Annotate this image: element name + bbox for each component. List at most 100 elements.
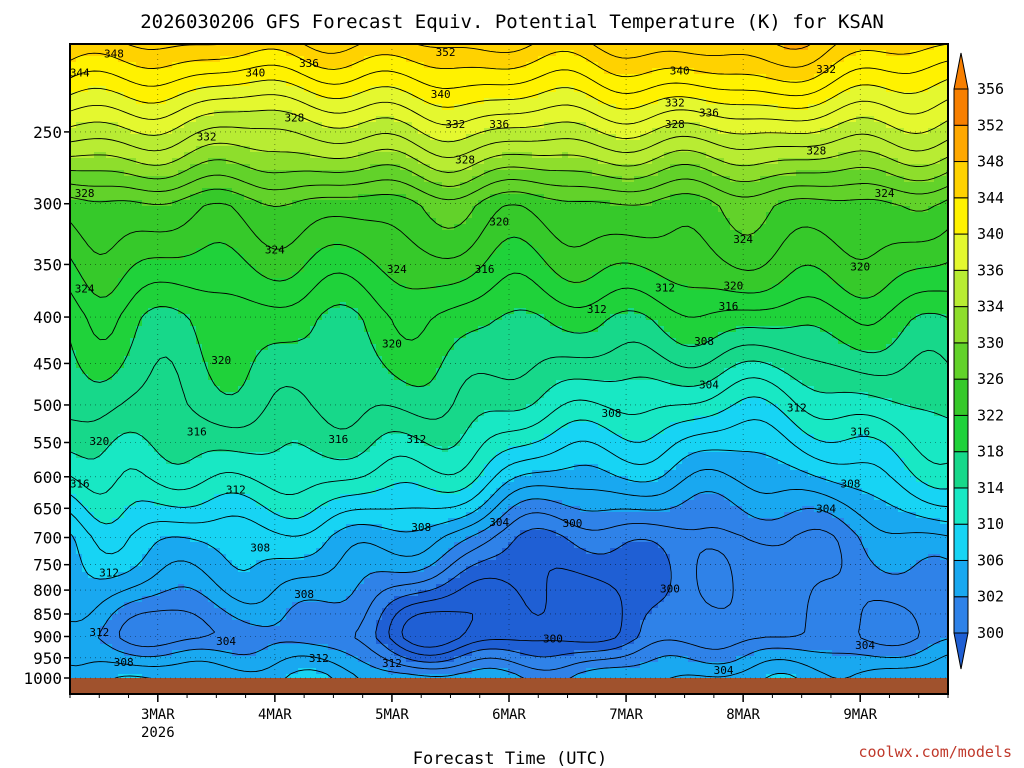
field-cell (628, 104, 635, 111)
field-cell (844, 110, 851, 117)
field-cell (76, 188, 83, 195)
field-cell (688, 194, 695, 201)
field-cell (448, 158, 455, 165)
field-cell (946, 176, 948, 183)
field-cell (868, 242, 875, 249)
field-cell (868, 92, 875, 99)
field-cell (280, 116, 287, 123)
field-cell (748, 218, 755, 225)
field-cell (616, 158, 623, 165)
field-cell (70, 164, 77, 171)
field-cell (850, 134, 857, 141)
field-cell (760, 50, 767, 57)
field-cell (580, 182, 587, 189)
field-cell (388, 218, 395, 225)
field-cell (184, 44, 191, 51)
field-cell (748, 62, 755, 69)
field-cell (136, 146, 143, 153)
field-cell (454, 62, 461, 69)
field-cell (700, 152, 707, 159)
field-cell (580, 212, 587, 219)
field-cell (196, 152, 203, 159)
field-cell (676, 110, 683, 117)
field-cell (202, 170, 209, 177)
field-cell (538, 56, 545, 63)
field-cell (496, 62, 503, 69)
field-cell (316, 104, 323, 111)
field-cell (232, 224, 239, 231)
field-cell (454, 218, 461, 225)
field-cell (616, 236, 623, 243)
field-cell (520, 92, 527, 99)
field-cell (790, 176, 797, 183)
field-cell (130, 206, 137, 213)
field-cell (682, 98, 689, 105)
field-cell (184, 224, 191, 231)
field-cell (766, 56, 773, 63)
field-cell (454, 176, 461, 183)
field-cell (700, 74, 707, 81)
field-cell (616, 164, 623, 171)
field-cell (658, 170, 665, 177)
field-cell (550, 218, 557, 225)
field-cell (238, 98, 245, 105)
field-cell (838, 158, 845, 165)
field-cell (556, 176, 563, 183)
field-cell (664, 62, 671, 69)
field-cell (376, 98, 383, 105)
field-cell (550, 200, 557, 207)
field-cell (118, 182, 125, 189)
field-cell (730, 110, 737, 117)
field-cell (304, 44, 311, 51)
field-cell (700, 50, 707, 57)
field-cell (850, 68, 857, 75)
field-cell (562, 62, 569, 69)
field-cell (832, 50, 839, 57)
field-cell (358, 116, 365, 123)
field-cell (862, 56, 869, 63)
field-cell (196, 134, 203, 141)
field-cell (94, 122, 101, 129)
field-cell (292, 50, 299, 57)
field-cell (286, 212, 293, 219)
field-cell (544, 80, 551, 87)
field-cell (112, 140, 119, 147)
field-cell (556, 134, 563, 141)
field-cell (148, 236, 155, 243)
field-cell (400, 200, 407, 207)
field-cell (466, 122, 473, 129)
field-cell (280, 44, 287, 51)
field-cell (334, 224, 341, 231)
field-cell (862, 74, 869, 81)
field-cell (622, 218, 629, 225)
field-cell (868, 134, 875, 141)
field-cell (508, 50, 515, 57)
field-cell (634, 44, 641, 51)
field-cell (730, 200, 737, 207)
field-cell (442, 152, 449, 159)
field-cell (622, 104, 629, 111)
field-cell (424, 68, 431, 75)
field-cell (388, 212, 395, 219)
field-cell (910, 152, 917, 159)
temperature-field (70, 44, 948, 681)
field-cell (316, 224, 323, 231)
field-cell (646, 122, 653, 129)
field-cell (142, 224, 149, 231)
field-cell (838, 80, 845, 87)
field-cell (310, 170, 317, 177)
field-cell (742, 152, 749, 159)
field-cell (688, 92, 695, 99)
field-cell (454, 122, 461, 129)
field-cell (232, 86, 239, 93)
field-cell (148, 152, 155, 159)
field-cell (304, 188, 311, 195)
field-cell (496, 98, 503, 105)
field-cell (538, 212, 545, 219)
field-cell (640, 134, 647, 141)
field-cell (124, 44, 131, 51)
field-cell (892, 74, 899, 81)
field-cell (598, 152, 605, 159)
field-cell (88, 104, 95, 111)
field-cell (124, 152, 131, 159)
